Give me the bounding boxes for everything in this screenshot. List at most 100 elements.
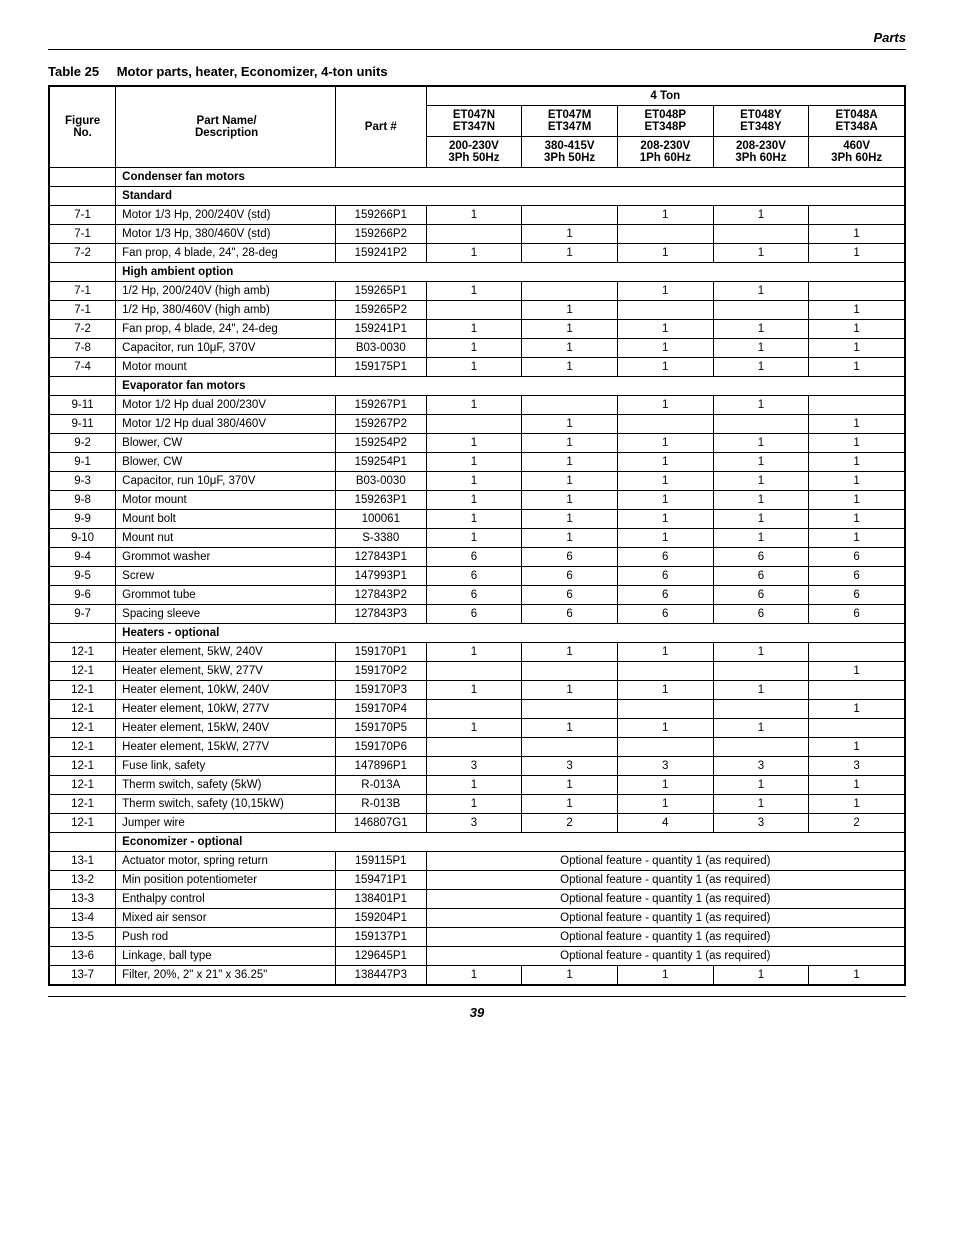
part-number-cell: 127843P3 bbox=[336, 605, 427, 624]
quantity-cell bbox=[426, 415, 522, 434]
quantity-cell: 1 bbox=[809, 738, 905, 757]
quantity-cell: 1 bbox=[809, 415, 905, 434]
quantity-cell: 1 bbox=[522, 643, 618, 662]
quantity-cell: 3 bbox=[809, 757, 905, 776]
part-name-cell: Motor 1/3 Hp, 200/240V (std) bbox=[116, 206, 336, 225]
quantity-cell: 3 bbox=[617, 757, 713, 776]
quantity-cell: 1 bbox=[426, 244, 522, 263]
quantity-cell: 1 bbox=[809, 244, 905, 263]
table-row: 9-11Motor 1/2 Hp dual 380/460V159267P211 bbox=[49, 415, 905, 434]
table-row: 9-9Mount bolt10006111111 bbox=[49, 510, 905, 529]
figure-no-cell: 7-2 bbox=[49, 244, 116, 263]
quantity-cell bbox=[617, 738, 713, 757]
part-name-cell: Actuator motor, spring return bbox=[116, 852, 336, 871]
quantity-cell: 1 bbox=[809, 225, 905, 244]
optional-cell: Optional feature - quantity 1 (as requir… bbox=[426, 909, 905, 928]
quantity-cell: 1 bbox=[426, 206, 522, 225]
table-row: 9-4Grommot washer127843P166666 bbox=[49, 548, 905, 567]
quantity-cell: 1 bbox=[809, 320, 905, 339]
part-number-cell: 100061 bbox=[336, 510, 427, 529]
part-name-cell: Jumper wire bbox=[116, 814, 336, 833]
table-row: 12-1Therm switch, safety (10,15kW)R-013B… bbox=[49, 795, 905, 814]
part-name-cell: Heater element, 5kW, 277V bbox=[116, 662, 336, 681]
section-header-cell: Standard bbox=[116, 187, 905, 206]
quantity-cell: 4 bbox=[617, 814, 713, 833]
quantity-cell bbox=[426, 700, 522, 719]
quantity-cell: 1 bbox=[522, 776, 618, 795]
table-row: 13-7Filter, 20%, 2" x 21" x 36.25"138447… bbox=[49, 966, 905, 986]
quantity-cell: 6 bbox=[713, 567, 809, 586]
quantity-cell: 1 bbox=[617, 320, 713, 339]
part-name-cell: Heater element, 15kW, 240V bbox=[116, 719, 336, 738]
cell bbox=[49, 263, 116, 282]
part-number-cell: 159471P1 bbox=[336, 871, 427, 890]
quantity-cell bbox=[809, 719, 905, 738]
quantity-cell: 1 bbox=[522, 795, 618, 814]
figure-no-cell: 12-1 bbox=[49, 681, 116, 700]
quantity-cell: 6 bbox=[809, 586, 905, 605]
quantity-cell: 6 bbox=[426, 548, 522, 567]
part-number-cell: 159170P5 bbox=[336, 719, 427, 738]
part-name-cell: Motor 1/3 Hp, 380/460V (std) bbox=[116, 225, 336, 244]
table-number: Table 25 bbox=[48, 64, 99, 79]
part-name-cell: Heater element, 5kW, 240V bbox=[116, 643, 336, 662]
part-name-cell: Motor 1/2 Hp dual 380/460V bbox=[116, 415, 336, 434]
table-row: 12-1Therm switch, safety (5kW)R-013A1111… bbox=[49, 776, 905, 795]
figure-no-cell: 12-1 bbox=[49, 662, 116, 681]
quantity-cell: 1 bbox=[522, 453, 618, 472]
quantity-cell: 1 bbox=[713, 244, 809, 263]
table-row: 7-11/2 Hp, 200/240V (high amb)159265P111… bbox=[49, 282, 905, 301]
table-row: 7-1Motor 1/3 Hp, 380/460V (std)159266P21… bbox=[49, 225, 905, 244]
part-number-cell: 159170P2 bbox=[336, 662, 427, 681]
table-row: 12-1Jumper wire146807G132432 bbox=[49, 814, 905, 833]
table-row: 12-1Heater element, 5kW, 277V159170P21 bbox=[49, 662, 905, 681]
table-body: Condenser fan motorsStandard7-1Motor 1/3… bbox=[49, 168, 905, 986]
cell bbox=[49, 377, 116, 396]
table-row: 9-8Motor mount159263P111111 bbox=[49, 491, 905, 510]
optional-cell: Optional feature - quantity 1 (as requir… bbox=[426, 947, 905, 966]
quantity-cell: 1 bbox=[713, 358, 809, 377]
quantity-cell: 1 bbox=[522, 434, 618, 453]
quantity-cell: 1 bbox=[809, 966, 905, 986]
quantity-cell: 6 bbox=[713, 548, 809, 567]
part-number-cell: R-013B bbox=[336, 795, 427, 814]
quantity-cell bbox=[809, 681, 905, 700]
quantity-cell: 1 bbox=[426, 453, 522, 472]
section-header-cell: Economizer - optional bbox=[116, 833, 905, 852]
quantity-cell bbox=[522, 662, 618, 681]
cell bbox=[49, 187, 116, 206]
quantity-cell: 1 bbox=[713, 434, 809, 453]
part-number-cell: 138401P1 bbox=[336, 890, 427, 909]
quantity-cell: 1 bbox=[522, 472, 618, 491]
quantity-cell: 6 bbox=[522, 586, 618, 605]
quantity-cell bbox=[809, 206, 905, 225]
quantity-cell: 1 bbox=[713, 681, 809, 700]
quantity-cell: 3 bbox=[713, 814, 809, 833]
column-header: Part # bbox=[336, 86, 427, 168]
part-name-cell: Heater element, 15kW, 277V bbox=[116, 738, 336, 757]
table-row: Standard bbox=[49, 187, 905, 206]
part-name-cell: Push rod bbox=[116, 928, 336, 947]
table-row: 12-1Heater element, 15kW, 240V159170P511… bbox=[49, 719, 905, 738]
part-number-cell: 159254P1 bbox=[336, 453, 427, 472]
part-number-cell: 146807G1 bbox=[336, 814, 427, 833]
part-number-cell: 147896P1 bbox=[336, 757, 427, 776]
part-number-cell: 159241P2 bbox=[336, 244, 427, 263]
table-row: Economizer - optional bbox=[49, 833, 905, 852]
figure-no-cell: 12-1 bbox=[49, 795, 116, 814]
quantity-cell: 1 bbox=[522, 681, 618, 700]
figure-no-cell: 9-5 bbox=[49, 567, 116, 586]
column-header: ET048PET348P bbox=[617, 106, 713, 137]
quantity-cell bbox=[522, 206, 618, 225]
quantity-cell: 6 bbox=[617, 548, 713, 567]
part-name-cell: Heater element, 10kW, 277V bbox=[116, 700, 336, 719]
column-header: 208-230V1Ph 60Hz bbox=[617, 137, 713, 168]
part-name-cell: Capacitor, run 10μF, 370V bbox=[116, 339, 336, 358]
quantity-cell: 1 bbox=[713, 320, 809, 339]
quantity-cell bbox=[617, 415, 713, 434]
quantity-cell: 1 bbox=[617, 491, 713, 510]
part-number-cell: 159267P1 bbox=[336, 396, 427, 415]
figure-no-cell: 9-9 bbox=[49, 510, 116, 529]
part-number-cell: 129645P1 bbox=[336, 947, 427, 966]
section-header-cell: High ambient option bbox=[116, 263, 905, 282]
